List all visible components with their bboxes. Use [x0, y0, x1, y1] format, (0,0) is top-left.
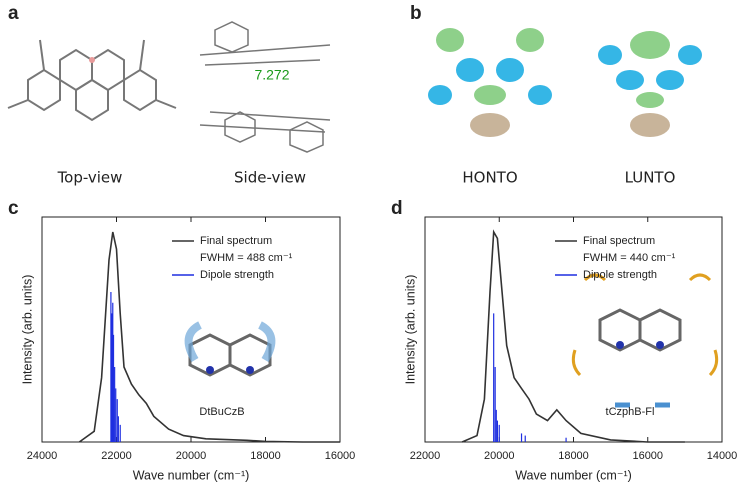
panel-b: b HONTO LUNTO — [410, 3, 702, 187]
legend-label: Dipole strength — [200, 269, 274, 281]
spectrum-line — [461, 229, 685, 443]
distance-label: 7.272 — [254, 67, 289, 83]
molecule-name: DtBuCzB — [199, 406, 244, 418]
x-tick-label: 20000 — [176, 450, 207, 462]
panel-label: b — [410, 3, 422, 24]
legend-label: Final spectrum — [200, 235, 272, 247]
y-axis-title: Intensity (arb. units) — [20, 275, 34, 385]
caption: LUNTO — [625, 169, 676, 187]
caption: Side-view — [234, 169, 306, 187]
caption: Top-view — [57, 169, 123, 187]
x-tick-label: 20000 — [484, 450, 515, 462]
x-tick-label: 14000 — [707, 450, 738, 462]
fwhm-annotation: FWHM = 488 cm⁻¹ — [200, 252, 293, 264]
x-tick-label: 22000 — [410, 450, 441, 462]
x-tick-label: 16000 — [325, 450, 356, 462]
panel-label: d — [391, 198, 403, 219]
legend-label: Dipole strength — [583, 269, 657, 281]
molecule-side — [199, 21, 331, 153]
y-axis-title: Intensity (arb. units) — [403, 275, 417, 385]
inset-c — [184, 321, 276, 377]
x-tick-label: 18000 — [250, 450, 281, 462]
boron-atom — [89, 57, 95, 63]
caption: HONTO — [462, 169, 517, 187]
panel-a: a Top-view Side-view 7.272 — [7, 3, 331, 187]
fwhm-annotation: FWHM = 440 cm⁻¹ — [583, 252, 676, 264]
legend-label: Final spectrum — [583, 235, 655, 247]
plot-frame — [424, 216, 723, 443]
x-tick-label: 24000 — [27, 450, 58, 462]
x-axis-title: Wave number (cm⁻¹) — [515, 468, 632, 482]
spectrum-line — [78, 231, 340, 443]
orbital-lunto — [598, 31, 702, 137]
x-axis-title: Wave number (cm⁻¹) — [133, 468, 250, 482]
inset-d — [571, 273, 719, 408]
panel-label: c — [8, 198, 19, 219]
x-tick-label: 22000 — [101, 450, 132, 462]
molecule-top — [7, 39, 177, 122]
orbital-honto — [428, 28, 552, 137]
x-tick-label: 16000 — [632, 450, 663, 462]
panel-label: a — [8, 3, 19, 24]
molecule-name: tCzphB-Fl — [606, 406, 655, 418]
x-tick-label: 18000 — [558, 450, 589, 462]
